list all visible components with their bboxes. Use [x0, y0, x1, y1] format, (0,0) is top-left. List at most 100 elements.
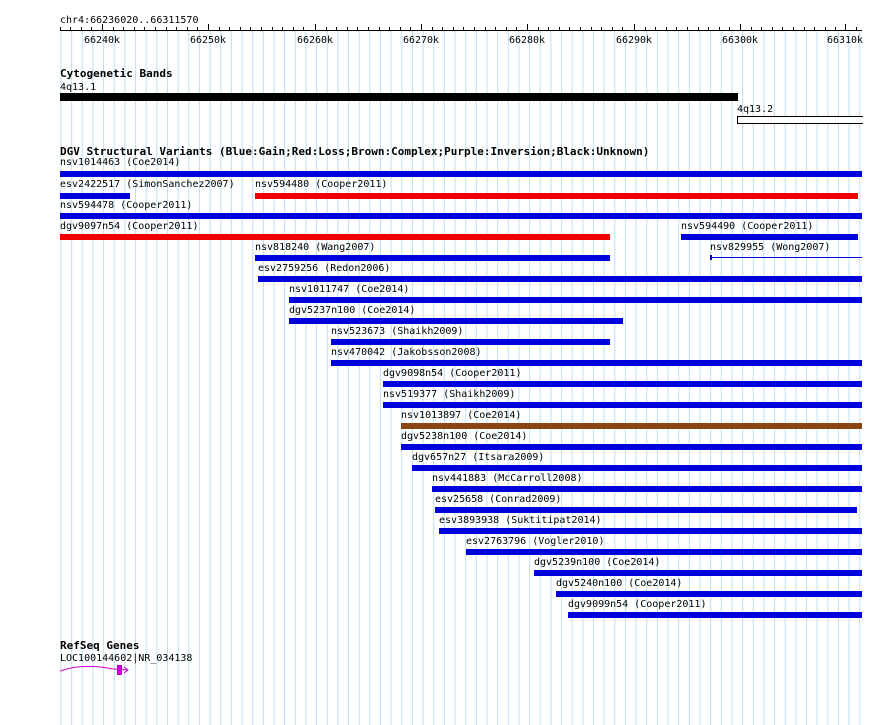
variant-bar-dgv9099n54[interactable]: [568, 612, 862, 618]
variant-label-nsv1011747: nsv1011747 (Coe2014): [289, 284, 410, 295]
ruler-minor-tick: [346, 27, 348, 31]
ruler-minor-tick: [378, 27, 380, 31]
variant-label-dgv9098n54: dgv9098n54 (Cooper2011): [383, 368, 522, 379]
ruler-minor-tick: [761, 27, 763, 31]
ruler-minor-tick: [368, 27, 369, 31]
ruler-tick-label: 66240k: [83, 35, 121, 46]
gene-intron: [59, 665, 129, 672]
variant-bar-nsv1014463[interactable]: [60, 171, 862, 177]
ruler-tick-label: 66250k: [189, 35, 227, 46]
ruler-minor-tick: [484, 27, 486, 31]
gene-exon: [117, 665, 122, 675]
variant-bar-dgv5239n100[interactable]: [534, 570, 862, 576]
ruler-minor-tick: [292, 27, 294, 31]
variant-label-esv2763796: esv2763796 (Vogler2010): [466, 536, 605, 547]
variant-bar-nsv441883[interactable]: [432, 486, 862, 492]
ruler-minor-tick: [590, 27, 592, 31]
cytoband-label-4q13-1: 4q13.1: [60, 82, 97, 93]
ruler-minor-tick: [261, 27, 262, 31]
variant-bar-nsv818240[interactable]: [255, 255, 610, 261]
ruler-tick-label: 66310k: [826, 35, 864, 46]
variant-label-esv25658: esv25658 (Conrad2009): [435, 494, 562, 505]
ruler-minor-tick: [697, 27, 699, 31]
variant-bar-esv3893938[interactable]: [439, 528, 862, 534]
variant-bar-nsv523673[interactable]: [331, 339, 610, 345]
ruler-minor-tick: [70, 27, 72, 31]
ruler-minor-tick: [123, 27, 125, 31]
ruler-tick-mark: [845, 24, 846, 31]
ruler-minor-tick: [325, 27, 327, 31]
variant-bar-esv2759256[interactable]: [258, 276, 862, 282]
ruler-minor-tick: [463, 27, 465, 31]
ruler-minor-tick: [495, 27, 497, 31]
ruler-tick-mark: [527, 24, 528, 31]
variant-label-nsv818240: nsv818240 (Wang2007): [255, 242, 376, 253]
variant-bar-esv2422517[interactable]: [60, 193, 130, 199]
variant-bar-nsv829955[interactable]: [710, 257, 862, 258]
ruler-minor-tick: [59, 27, 61, 31]
variant-bar-dgv5237n100[interactable]: [289, 318, 623, 324]
variant-bar-dgv9097n54[interactable]: [60, 234, 610, 240]
ruler-tick-label: 66280k: [508, 35, 546, 46]
ruler-minor-tick: [399, 27, 401, 31]
ruler-tick-mark: [421, 24, 422, 31]
ruler-minor-tick: [824, 27, 826, 31]
variant-bar-esv2763796[interactable]: [466, 549, 862, 555]
gene-model-loc100144602[interactable]: [58, 660, 138, 680]
ruler-minor-tick: [197, 27, 199, 31]
ruler-minor-tick: [80, 27, 82, 31]
ruler-tick-label: 66270k: [402, 35, 440, 46]
variant-bar-nsv1013897[interactable]: [401, 423, 862, 429]
variant-label-dgv5238n100: dgv5238n100 (Coe2014): [401, 431, 528, 442]
variant-label-dgv9099n54: dgv9099n54 (Cooper2011): [568, 599, 707, 610]
ruler-minor-tick: [516, 27, 518, 31]
variant-bar-nsv1011747[interactable]: [289, 297, 862, 303]
cytoband-track-title: Cytogenetic Bands: [60, 67, 173, 80]
ruler-minor-tick: [793, 27, 794, 31]
ruler-minor-tick: [271, 27, 273, 31]
cytoband-4q13-1[interactable]: [60, 93, 738, 101]
ruler-tick-label: 66260k: [296, 35, 334, 46]
variant-label-nsv1014463: nsv1014463 (Coe2014): [60, 157, 181, 168]
variant-bar-dgv9098n54[interactable]: [383, 381, 862, 387]
ruler-minor-tick: [133, 27, 135, 31]
variant-label-esv2422517: esv2422517 (SimonSanchez2007): [60, 179, 235, 190]
ruler-minor-tick: [186, 27, 188, 31]
ruler-minor-tick: [729, 27, 731, 31]
ruler-minor-tick: [676, 27, 678, 31]
variant-label-dgv5237n100: dgv5237n100 (Coe2014): [289, 305, 416, 316]
variant-bar-dgv5240n100[interactable]: [556, 591, 862, 597]
ruler-minor-tick: [229, 27, 231, 31]
ruler-minor-tick: [611, 27, 613, 31]
variant-bar-nsv594480[interactable]: [255, 193, 858, 199]
ruler-tick-mark: [315, 24, 316, 31]
variant-bar-nsv594490[interactable]: [681, 234, 858, 240]
variant-label-esv2759256: esv2759256 (Redon2006): [258, 263, 391, 274]
dgv-track-title: DGV Structural Variants (Blue:Gain;Red:L…: [60, 145, 650, 158]
ruler-minor-tick: [835, 27, 837, 31]
ruler-location: chr4:66236020..66311570: [60, 15, 199, 26]
ruler-minor-tick: [803, 27, 805, 31]
variant-bar-dgv5238n100[interactable]: [401, 444, 862, 450]
ruler-minor-tick: [750, 27, 752, 31]
variant-label-nsv470042: nsv470042 (Jakobsson2008): [331, 347, 482, 358]
ruler-minor-tick: [442, 27, 444, 31]
variant-label-dgv5239n100: dgv5239n100 (Coe2014): [534, 557, 661, 568]
ruler-tick-mark: [208, 24, 209, 31]
ruler-minor-tick: [622, 27, 624, 31]
variant-bar-esv25658[interactable]: [435, 507, 857, 513]
ruler-minor-tick: [814, 27, 816, 31]
cytoband-4q13-2[interactable]: [737, 116, 863, 124]
ruler-minor-tick: [655, 27, 657, 31]
variant-bar-nsv519377[interactable]: [383, 402, 862, 408]
ruler-minor-tick: [112, 27, 114, 31]
ruler-minor-tick: [569, 27, 571, 31]
variant-bar-nsv470042[interactable]: [331, 360, 862, 366]
variant-bar-dgv657n27[interactable]: [412, 465, 862, 471]
ruler-minor-tick: [708, 27, 710, 31]
cytoband-label-4q13-2: 4q13.2: [737, 104, 774, 115]
variant-bar-nsv594478[interactable]: [60, 213, 862, 219]
ruler-minor-tick: [336, 27, 338, 31]
variant-label-nsv523673: nsv523673 (Shaikh2009): [331, 326, 464, 337]
